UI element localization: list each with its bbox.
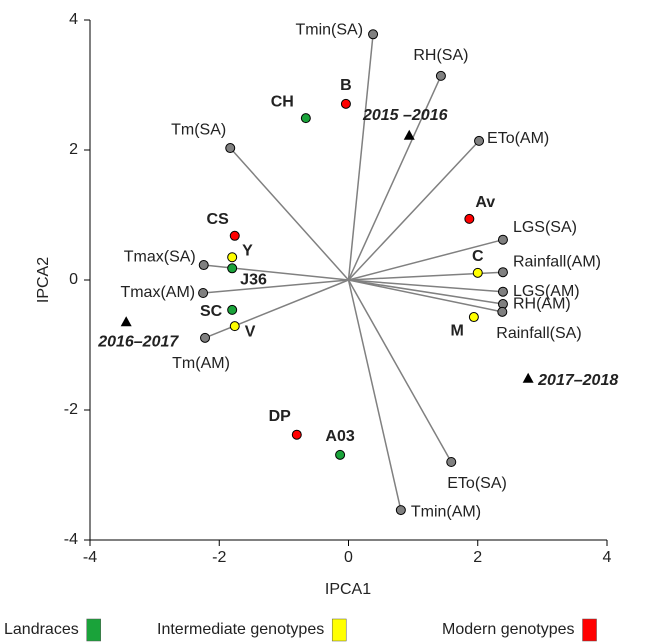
vector [204, 279, 349, 339]
legend-swatch [331, 618, 347, 642]
vector-point [435, 70, 446, 81]
y-tick-label: -2 [64, 401, 78, 418]
x-axis-label: IPCA1 [325, 581, 371, 598]
vector-point [474, 135, 485, 146]
genotype-point [472, 267, 483, 278]
vector-point [446, 457, 457, 467]
genotype-label: V [245, 323, 256, 340]
x-tick-label: -4 [83, 549, 97, 566]
legend-swatch [86, 618, 101, 642]
legend-label: Intermediate genotypes [157, 621, 324, 638]
genotype-label: Av [475, 194, 495, 211]
genotype-point [291, 429, 302, 440]
vector-label: RH(SA) [413, 47, 468, 64]
legend-label: Landraces [4, 621, 79, 638]
vector [203, 279, 349, 294]
genotype-label: A03 [325, 428, 354, 445]
vector-label: LGS(SA) [513, 219, 577, 236]
x-tick-label: 0 [344, 549, 353, 566]
vector [347, 279, 452, 463]
vector [229, 147, 350, 281]
genotype-point [340, 98, 351, 109]
genotype-point [468, 312, 479, 323]
vector-label: Tmax(AM) [120, 284, 195, 301]
genotype-point [300, 113, 311, 124]
vector-label: Rainfall(SA) [496, 325, 581, 342]
genotype-point [229, 321, 240, 332]
vector-label: LGS(AM) [513, 283, 580, 300]
vector-point [497, 234, 508, 245]
vector [347, 34, 374, 281]
vector [348, 279, 504, 293]
vector-label: ETo(SA) [447, 475, 507, 492]
vector-label: Tmax(SA) [124, 248, 196, 265]
vector-point [225, 143, 236, 154]
genotype-point [227, 263, 238, 274]
vector [347, 140, 480, 281]
genotype-point [335, 449, 346, 460]
vector-point [497, 286, 508, 297]
genotype-label: B [340, 77, 352, 94]
genotype-point [227, 304, 238, 315]
x-tick-label: -2 [212, 549, 226, 566]
vector-label: Tmin(AM) [411, 503, 481, 520]
vector [203, 264, 349, 281]
vector [347, 279, 402, 511]
vector-label: RH(AM) [513, 295, 571, 312]
environment-marker [120, 316, 132, 327]
x-tick-label: 4 [603, 549, 612, 566]
vector-point [198, 260, 209, 271]
genotype-label: C [472, 248, 484, 265]
genotype-point [464, 213, 475, 224]
vector-label: Tm(AM) [172, 355, 230, 372]
vector [348, 279, 504, 305]
vector-label: Tm(SA) [171, 121, 226, 138]
genotype-label: J36 [240, 272, 267, 289]
vector-label: Rainfall(AM) [513, 253, 601, 270]
vector-point [368, 29, 379, 40]
legend-label: Modern genotypes [442, 621, 575, 638]
genotype-label: M [451, 322, 464, 339]
vector-point [198, 288, 209, 298]
vector-point [200, 332, 211, 343]
vector-point [497, 306, 508, 317]
genotype-point [227, 252, 238, 263]
y-tick-label: 2 [69, 141, 78, 158]
y-axis-label: IPCA2 [35, 257, 52, 303]
vector-point [497, 267, 508, 278]
genotype-point [229, 230, 240, 241]
y-tick-label: 0 [69, 271, 78, 288]
environment-label: 2016–2017 [97, 333, 179, 350]
genotype-label: DP [269, 408, 292, 425]
vector-point [395, 505, 406, 516]
y-tick-label: 4 [69, 11, 78, 28]
environment-label: 2015 –2016 [362, 107, 448, 124]
x-tick-label: 2 [473, 549, 482, 566]
vector-label: Tmin(SA) [295, 22, 363, 39]
genotype-label: Y [242, 242, 253, 259]
environment-marker [403, 129, 415, 140]
genotype-label: CS [207, 211, 230, 228]
vector-label: ETo(AM) [487, 130, 549, 147]
legend-swatch [582, 618, 597, 642]
environment-marker [522, 372, 534, 383]
vector [348, 279, 503, 313]
y-tick-label: -4 [64, 531, 78, 548]
genotype-label: SC [200, 303, 223, 320]
vector [347, 75, 442, 281]
vector [348, 238, 504, 281]
environment-label: 2017–2018 [537, 372, 618, 389]
genotype-label: CH [271, 93, 294, 110]
